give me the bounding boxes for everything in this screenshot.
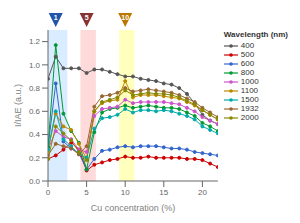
html-text:500: 500 [240, 50, 255, 59]
svg-text:I/IAE (a.u.): I/IAE (a.u.) [13, 84, 23, 127]
svg-text:0: 0 [46, 188, 51, 197]
svg-text:0.6: 0.6 [29, 107, 41, 116]
svg-text:10: 10 [121, 188, 130, 197]
html-text:600: 600 [240, 59, 255, 68]
html-text:1100: 1100 [240, 86, 258, 95]
svg-text:0.0: 0.0 [29, 177, 41, 186]
html-text:800: 800 [240, 68, 255, 77]
html-text:1932: 1932 [240, 104, 259, 113]
svg-text:10: 10 [121, 14, 129, 21]
svg-text:5: 5 [85, 14, 89, 21]
html-text:2000: 2000 [240, 113, 259, 122]
svg-text:Cu concentration (%): Cu concentration (%) [91, 203, 176, 213]
svg-text:5: 5 [84, 188, 89, 197]
html-text:400: 400 [240, 41, 255, 50]
svg-text:15: 15 [159, 188, 168, 197]
html-text:Wavelength (nm): Wavelength (nm) [223, 30, 288, 39]
svg-text:1: 1 [54, 14, 58, 21]
svg-text:1.2: 1.2 [29, 37, 41, 46]
svg-text:1.0: 1.0 [29, 61, 41, 70]
svg-text:20: 20 [198, 188, 207, 197]
svg-text:0.8: 0.8 [29, 84, 41, 93]
html-text:1000: 1000 [240, 77, 259, 86]
svg-text:0.4: 0.4 [29, 130, 41, 139]
svg-text:0.2: 0.2 [29, 154, 41, 163]
html-text:1500: 1500 [240, 95, 259, 104]
